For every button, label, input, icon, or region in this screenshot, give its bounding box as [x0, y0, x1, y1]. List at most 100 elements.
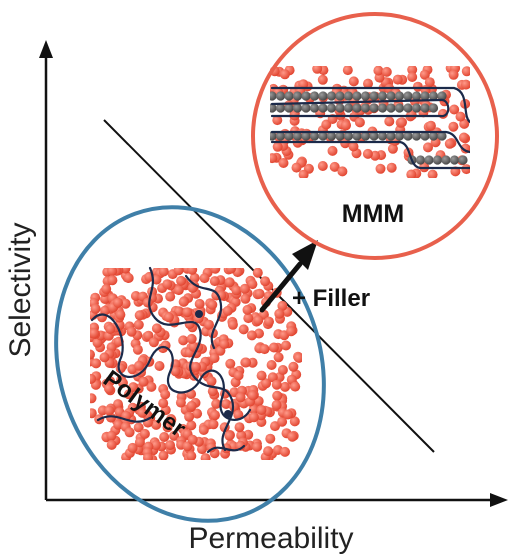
filler-bead: [424, 155, 434, 165]
arrow-up-right-icon: [259, 261, 303, 313]
crosslink-node: [195, 310, 203, 318]
polymer-particle: [99, 352, 110, 363]
polymer-particle: [265, 433, 276, 444]
filler-bead: [270, 91, 277, 101]
polymer-particle: [187, 434, 198, 445]
mmm-particle: [278, 158, 289, 168]
polymer-particle: [261, 378, 272, 389]
polymer-particle: [207, 386, 218, 397]
mmm-particle: [387, 143, 398, 154]
mmm-particle: [419, 69, 430, 80]
filler-bead: [343, 91, 354, 101]
polymer-particle: [138, 376, 149, 387]
filler-bead: [428, 91, 439, 101]
filler-bead: [343, 103, 354, 113]
polymer-particle: [143, 452, 153, 460]
mmm-particle: [291, 162, 302, 173]
polymer-particle: [233, 409, 244, 420]
polymer-particle: [166, 414, 176, 424]
polymer-particle: [159, 432, 170, 442]
mmm-particle: [425, 120, 436, 131]
polymer-particle: [104, 383, 114, 394]
mmm-particle: [455, 111, 466, 122]
filler-bead: [386, 103, 396, 113]
polymer-particle: [210, 410, 220, 421]
polymer-particle: [186, 451, 197, 460]
mmm-particle: [272, 115, 283, 126]
mmm-particle: [386, 162, 397, 173]
polymer-particle: [264, 316, 274, 327]
polymer-particle: [169, 430, 180, 441]
filler-bead: [420, 131, 430, 141]
mmm-particle: [348, 76, 359, 87]
mmm-region: MMM: [251, 12, 499, 260]
polymer-particle: [176, 275, 187, 286]
filler-bead: [394, 131, 405, 141]
filler-sheets: [270, 91, 468, 165]
mmm-particle: [373, 66, 384, 76]
polymer-particle: [231, 285, 242, 296]
filler-bead: [420, 91, 430, 101]
polymer-particle: [127, 442, 138, 453]
filler-bead: [369, 91, 379, 101]
mmm-particle: [341, 120, 351, 131]
mmm-chain: [270, 98, 450, 118]
mmm-chains: [270, 86, 470, 170]
polymer-particle: [277, 365, 288, 375]
polymer-particle: [178, 335, 189, 346]
polymer-particle: [271, 400, 282, 410]
polymer-particle: [105, 324, 116, 334]
polymer-chains: [90, 266, 252, 454]
polymer-particle: [137, 407, 148, 418]
polymer-particle: [158, 398, 169, 409]
polymer-particle: [187, 268, 198, 275]
mmm-particle: [329, 161, 340, 172]
polymer-particle: [104, 405, 115, 416]
polymer-particle: [106, 439, 117, 450]
y-axis-label: Selectivity: [4, 222, 37, 357]
polymer-particle: [184, 411, 195, 422]
polymer-particle: [100, 305, 111, 316]
polymer-particle: [128, 382, 139, 393]
polymer-particle: [289, 416, 300, 427]
polymer-particle: [268, 342, 279, 353]
polymer-particle: [198, 425, 209, 435]
polymer-particle: [272, 390, 283, 401]
polymer-particle: [146, 381, 157, 392]
polymer-particle: [254, 288, 265, 299]
mmm-particle: [448, 69, 459, 80]
polymer-particle: [277, 416, 288, 427]
polymer-particle: [90, 373, 97, 384]
polymer-particle: [238, 324, 249, 335]
polymer-particle: [210, 268, 221, 274]
filler-bead: [275, 131, 286, 141]
filler-bead: [275, 103, 286, 113]
polymer-particle: [132, 344, 143, 355]
filler-bead: [377, 91, 388, 101]
filler-bead: [449, 155, 460, 165]
filler-bead: [352, 131, 362, 141]
filler-bead: [301, 103, 311, 113]
polymer-particle: [247, 390, 258, 401]
polymer-chain: [90, 313, 252, 421]
polymer-particle: [234, 422, 245, 433]
filler-bead: [369, 103, 379, 113]
filler-label: + Filler: [292, 285, 370, 312]
mmm-particle: [461, 79, 470, 90]
polymer-particle: [165, 440, 176, 451]
polymer-particle: [273, 352, 284, 363]
polymer-particle: [221, 399, 232, 409]
polymer-particle: [186, 400, 197, 411]
filler-bead: [275, 91, 286, 101]
mmm-particle: [392, 74, 403, 85]
polymer-particle: [151, 419, 162, 430]
filler-bead: [301, 131, 311, 141]
mmm-particle: [270, 153, 278, 164]
polymer-region: Polymer: [54, 205, 326, 523]
polymer-particle: [160, 389, 171, 400]
polymer-particle: [233, 370, 244, 381]
polymer-chain: [184, 274, 223, 350]
polymer-particle: [280, 381, 291, 392]
polymer-particle: [170, 366, 181, 377]
polymer-particle: [133, 422, 144, 433]
